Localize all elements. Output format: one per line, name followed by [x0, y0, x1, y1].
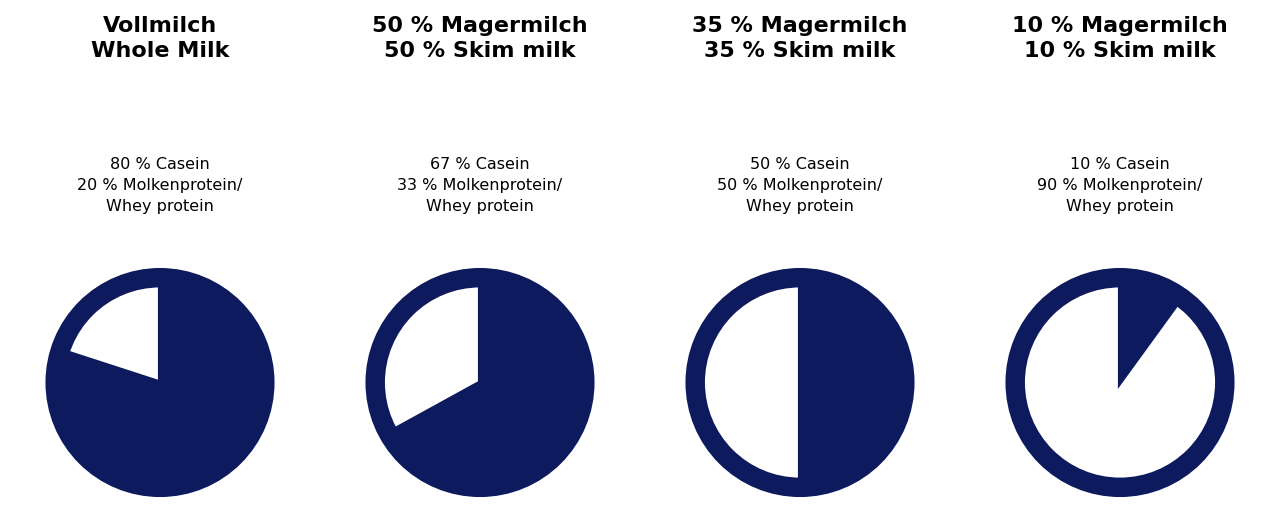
- Text: 67 % Casein
33 % Molkenprotein/
Whey protein: 67 % Casein 33 % Molkenprotein/ Whey pro…: [397, 157, 563, 214]
- Wedge shape: [1015, 278, 1225, 487]
- Text: 80 % Casein
20 % Molkenprotein/
Whey protein: 80 % Casein 20 % Molkenprotein/ Whey pro…: [77, 157, 243, 214]
- Wedge shape: [55, 278, 265, 487]
- Text: 50 % Casein
50 % Molkenprotein/
Whey protein: 50 % Casein 50 % Molkenprotein/ Whey pro…: [717, 157, 883, 214]
- Text: 50 % Magermilch
50 % Skim milk: 50 % Magermilch 50 % Skim milk: [372, 16, 588, 60]
- Text: 35 % Magermilch
35 % Skim milk: 35 % Magermilch 35 % Skim milk: [692, 16, 908, 60]
- Wedge shape: [388, 278, 585, 487]
- Text: 10 % Casein
90 % Molkenprotein/
Whey protein: 10 % Casein 90 % Molkenprotein/ Whey pro…: [1037, 157, 1203, 214]
- Wedge shape: [60, 278, 160, 383]
- Text: Vollmilch
Whole Milk: Vollmilch Whole Milk: [91, 16, 229, 60]
- Wedge shape: [1120, 278, 1181, 383]
- Text: 10 % Magermilch
10 % Skim milk: 10 % Magermilch 10 % Skim milk: [1012, 16, 1228, 60]
- Wedge shape: [695, 278, 800, 487]
- Wedge shape: [375, 278, 480, 433]
- Wedge shape: [800, 278, 905, 487]
